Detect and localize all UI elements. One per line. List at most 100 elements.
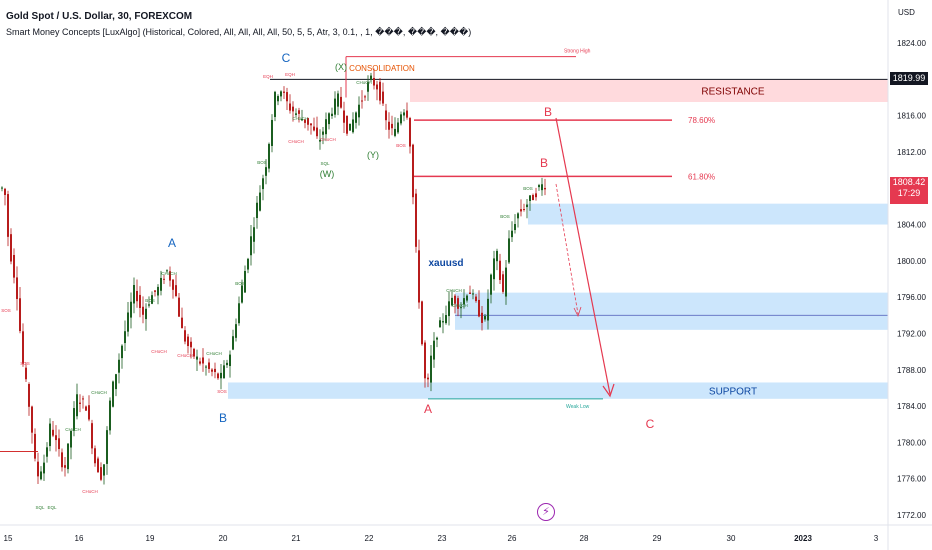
candle-body <box>355 112 357 123</box>
candle-body <box>400 114 402 124</box>
arrow-head-2 <box>573 306 582 318</box>
candle-body <box>160 277 162 291</box>
candle-body <box>427 377 429 380</box>
candle-body <box>403 112 405 116</box>
x-tick-label: 23 <box>438 534 447 543</box>
candle-body <box>238 303 240 324</box>
candle-body <box>220 372 222 379</box>
candle-body <box>541 184 543 191</box>
candle-body <box>154 290 156 292</box>
candle-body <box>343 110 345 123</box>
candle-body <box>73 408 75 431</box>
x-tick-label: 26 <box>508 534 517 543</box>
candle-body <box>268 143 270 169</box>
structure-label: EQH <box>285 72 295 77</box>
candle-body <box>55 435 57 441</box>
candle-body <box>115 374 117 390</box>
arrow-head <box>602 383 615 398</box>
candle-body <box>262 178 264 190</box>
candle-body <box>205 366 207 368</box>
candle-body <box>16 277 18 300</box>
candle-body <box>235 324 237 338</box>
candle-body <box>61 452 63 468</box>
x-tick-label: 28 <box>580 534 589 543</box>
candle-body <box>298 110 300 114</box>
x-tick-label: 29 <box>653 534 662 543</box>
candle-body <box>85 406 87 411</box>
structure-label: CHoCH <box>91 390 107 395</box>
y-tick-label: 1816.00 <box>897 112 926 121</box>
candle-body <box>187 336 189 347</box>
candle-body <box>52 429 54 436</box>
x-axis: 15 16 19 20 21 22 23 26 28 29 30 2023 3 <box>0 524 932 543</box>
candle-body <box>478 299 480 317</box>
candle-body <box>196 356 198 360</box>
candle-body <box>382 91 384 104</box>
candle-body <box>481 312 483 323</box>
candle-body <box>325 119 327 135</box>
candle-body <box>292 106 294 112</box>
candle-body <box>409 118 411 147</box>
candle-body <box>484 316 486 320</box>
candle-body <box>19 298 21 332</box>
candle-body <box>508 238 510 263</box>
candle-body <box>97 458 99 473</box>
candle-body <box>337 93 339 107</box>
structure-label: SQL <box>320 161 330 166</box>
candle-body <box>214 368 216 373</box>
candle-body <box>376 84 378 90</box>
candle-body <box>370 75 372 80</box>
candle-body <box>454 295 456 304</box>
candle-body <box>526 204 528 208</box>
candle-body <box>463 298 465 305</box>
structure-label: BOS <box>257 160 267 165</box>
candle-body <box>145 308 147 320</box>
demand-zone <box>455 315 888 330</box>
candle-body <box>418 250 420 303</box>
annotation-layer: A B C A B B C (X) (W) (Y) CONSOLIDATION xauusd CHoCH… <box>1 51 654 510</box>
candle-body <box>166 270 168 272</box>
candle-body <box>241 285 243 303</box>
candle-body <box>451 297 453 306</box>
candle-body <box>211 369 213 372</box>
candle-body <box>13 255 15 278</box>
candle-body <box>397 122 399 133</box>
candle-body <box>46 447 48 457</box>
zone-layer: RESISTANCE SUPPORT <box>228 79 888 399</box>
candle-body <box>271 119 273 146</box>
lightning-icon[interactable]: ⚡ <box>537 503 555 521</box>
x-tick-label: 20 <box>219 534 228 543</box>
candle-body <box>67 443 69 470</box>
candle-body <box>178 297 180 317</box>
candle-body <box>388 121 390 130</box>
structure-label: EQH <box>263 74 273 79</box>
resistance-zone <box>410 79 888 102</box>
x-tick-label: 2023 <box>794 534 812 543</box>
candle-body <box>505 267 507 297</box>
candle-body <box>319 140 321 142</box>
structure-label: CHoCH <box>177 353 193 358</box>
candle-body <box>151 295 153 304</box>
structure-label: SOS <box>1 308 11 313</box>
candle-body <box>289 103 291 111</box>
candle-body <box>175 285 177 297</box>
y-tick-label: 1784.00 <box>897 402 926 411</box>
candle-body <box>280 91 282 97</box>
candle-body <box>49 423 51 447</box>
candle-body <box>439 320 441 328</box>
candle-body <box>433 340 435 360</box>
candle-body <box>4 188 6 195</box>
structure-label: CHoCH <box>452 303 468 308</box>
support-label: SUPPORT <box>709 387 757 398</box>
structure-label: CHoCH <box>320 137 336 142</box>
candle-body <box>142 306 144 315</box>
indicator-legend[interactable]: Smart Money Concepts [LuxAlgo] (Historic… <box>6 27 472 37</box>
candle-body <box>40 471 42 480</box>
structure-label: SOS <box>217 389 227 394</box>
candle-body <box>130 301 132 318</box>
candle-body <box>373 77 375 86</box>
wave-x-label: (X) <box>335 62 347 72</box>
wave-c2-label: C <box>646 417 655 431</box>
candle-body <box>64 465 66 468</box>
